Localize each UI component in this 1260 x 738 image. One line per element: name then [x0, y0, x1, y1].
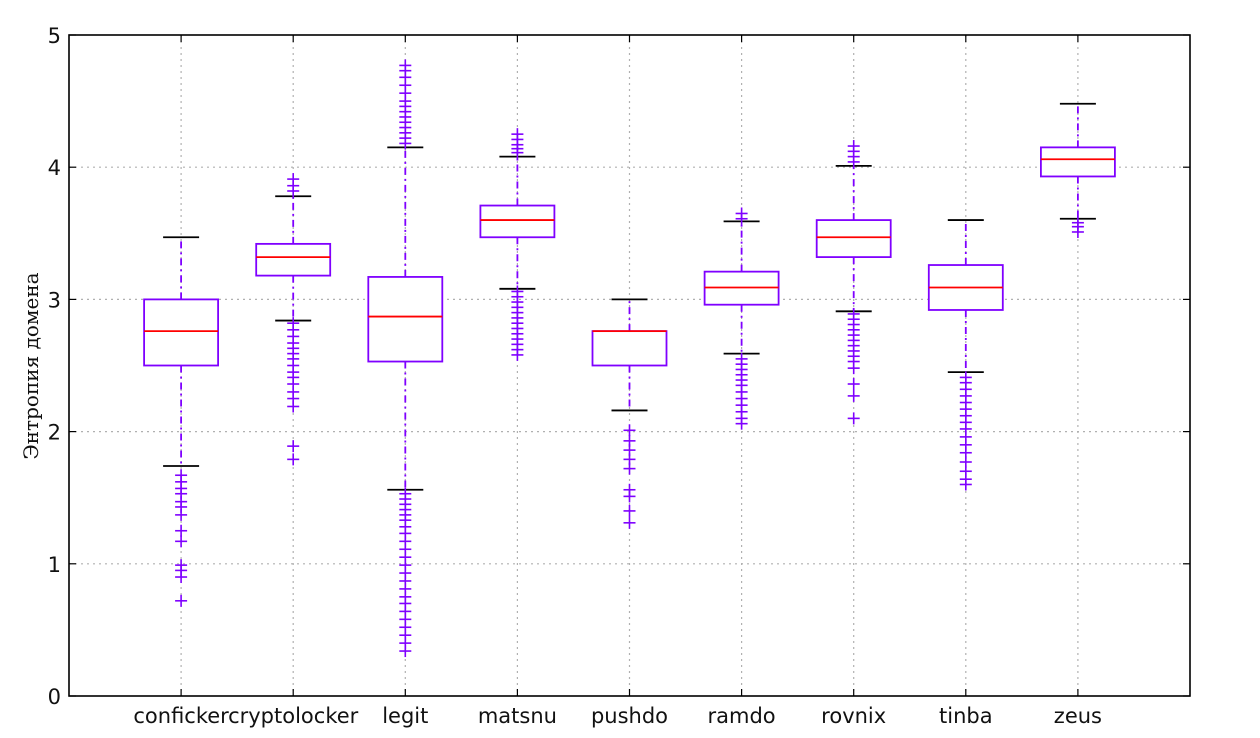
flier-point: [511, 348, 524, 361]
box-matsnu: [479, 128, 556, 361]
flier-point: [287, 173, 300, 186]
flier-point: [175, 508, 188, 521]
x-tick-label: matsnu: [478, 704, 557, 728]
flier-point: [175, 571, 188, 584]
y-tick-labels: 0 1 2 3 4 5: [48, 24, 1190, 709]
x-tick-label: ramdo: [708, 704, 776, 728]
flier-point: [623, 516, 636, 529]
y-tick-label: 3: [48, 288, 61, 312]
flier-point: [847, 378, 860, 391]
flier-point: [287, 453, 300, 466]
y-tick-label: 4: [48, 156, 61, 180]
iqr-box: [143, 298, 220, 367]
flier-point: [175, 524, 188, 537]
x-tick-label: pushdo: [591, 704, 668, 728]
box-zeus: [1040, 102, 1116, 238]
boxes: [143, 59, 1116, 658]
x-tick-label: conficker: [133, 704, 229, 728]
x-tick-labels: conficker cryptolocker legit matsnu pushdo ra…: [133, 35, 1102, 728]
x-tick-label: cryptolocker: [228, 704, 359, 728]
iqr-box: [815, 219, 892, 258]
y-tick-label: 2: [48, 421, 61, 445]
flier-point: [847, 362, 860, 375]
iqr-box: [1040, 146, 1116, 178]
flier-point: [623, 462, 636, 475]
flier-point: [1071, 225, 1084, 238]
iqr-box: [591, 330, 668, 367]
flier-point: [735, 417, 748, 430]
box-pushdo: [591, 298, 668, 529]
iqr-box: [255, 242, 332, 277]
flier-point: [623, 424, 636, 437]
flier-point: [623, 504, 636, 517]
flier-point: [175, 594, 188, 607]
flier-point: [511, 128, 524, 141]
flier-point: [847, 140, 860, 153]
flier-point: [399, 645, 412, 658]
iqr-box: [479, 204, 556, 239]
flier-point: [847, 412, 860, 425]
box-conficker: [143, 236, 220, 607]
flier-point: [399, 59, 412, 72]
box-legit: [367, 59, 444, 658]
x-tick-label: tinba: [939, 704, 993, 728]
flier-point: [623, 490, 636, 503]
box-ramdo: [703, 207, 780, 430]
y-tick-label: 0: [48, 685, 61, 709]
flier-point: [175, 535, 188, 548]
iqr-box: [367, 276, 444, 363]
y-axis-label: Энтропия домена: [19, 272, 43, 459]
x-tick-label: rovnix: [821, 704, 886, 728]
y-tick-label: 1: [48, 553, 61, 577]
x-tick-label: zeus: [1054, 704, 1102, 728]
flier-point: [287, 440, 300, 453]
flier-point: [735, 207, 748, 220]
flier-point: [287, 400, 300, 413]
flier-point: [959, 478, 972, 491]
box-rovnix: [815, 140, 892, 425]
flier-point: [847, 389, 860, 402]
x-tick-label: legit: [382, 704, 428, 728]
y-tick-label: 5: [48, 24, 61, 48]
box-tinba: [927, 219, 1004, 491]
box-cryptolocker: [255, 173, 332, 466]
